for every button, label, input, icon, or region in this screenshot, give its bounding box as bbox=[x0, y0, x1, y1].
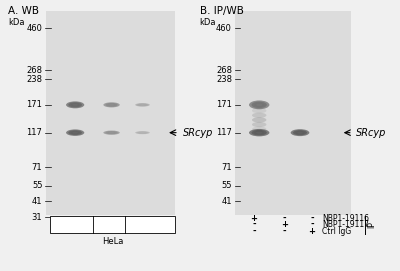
Text: -: - bbox=[252, 227, 256, 236]
Text: IP: IP bbox=[367, 221, 376, 228]
Ellipse shape bbox=[137, 131, 148, 134]
Text: HeLa: HeLa bbox=[102, 237, 123, 246]
Text: SRcyp: SRcyp bbox=[356, 128, 386, 138]
Ellipse shape bbox=[140, 104, 145, 105]
Text: 171: 171 bbox=[216, 100, 232, 109]
Text: +: + bbox=[281, 220, 288, 229]
Text: 55: 55 bbox=[32, 182, 42, 191]
Ellipse shape bbox=[135, 103, 150, 107]
Text: A. WB: A. WB bbox=[8, 7, 39, 16]
Ellipse shape bbox=[252, 113, 266, 118]
Text: NBP1-19117: NBP1-19117 bbox=[322, 220, 369, 229]
Ellipse shape bbox=[103, 131, 120, 135]
Ellipse shape bbox=[66, 130, 84, 136]
Ellipse shape bbox=[139, 132, 146, 133]
Ellipse shape bbox=[68, 102, 82, 108]
Text: 171: 171 bbox=[26, 100, 42, 109]
Ellipse shape bbox=[252, 108, 266, 113]
Ellipse shape bbox=[293, 130, 307, 135]
Text: 238: 238 bbox=[216, 75, 232, 84]
Text: +: + bbox=[250, 214, 258, 223]
Text: -: - bbox=[310, 214, 314, 223]
Ellipse shape bbox=[249, 101, 270, 109]
Ellipse shape bbox=[72, 104, 78, 106]
Text: -: - bbox=[283, 227, 286, 236]
Ellipse shape bbox=[252, 127, 266, 132]
Ellipse shape bbox=[295, 131, 305, 134]
Ellipse shape bbox=[252, 117, 266, 122]
Text: kDa: kDa bbox=[8, 18, 24, 27]
Ellipse shape bbox=[252, 130, 267, 136]
Ellipse shape bbox=[106, 103, 118, 107]
Ellipse shape bbox=[249, 129, 270, 136]
Text: kDa: kDa bbox=[200, 18, 216, 27]
Ellipse shape bbox=[109, 104, 114, 106]
Ellipse shape bbox=[135, 131, 150, 134]
Text: NBP1-19116: NBP1-19116 bbox=[322, 214, 369, 223]
Ellipse shape bbox=[291, 129, 309, 136]
Bar bbox=[50, 216, 175, 233]
Ellipse shape bbox=[106, 131, 118, 134]
Ellipse shape bbox=[252, 122, 266, 127]
Ellipse shape bbox=[72, 132, 78, 134]
Text: -: - bbox=[283, 214, 286, 223]
Text: +: + bbox=[308, 227, 315, 236]
Text: 460: 460 bbox=[26, 24, 42, 33]
Text: 31: 31 bbox=[32, 213, 42, 222]
Ellipse shape bbox=[109, 132, 114, 133]
Text: 41: 41 bbox=[32, 196, 42, 205]
Ellipse shape bbox=[103, 102, 120, 107]
Text: 268: 268 bbox=[216, 66, 232, 75]
Ellipse shape bbox=[108, 132, 116, 134]
Bar bbox=[46, 11, 175, 215]
Ellipse shape bbox=[256, 131, 262, 134]
Text: 15: 15 bbox=[106, 220, 117, 229]
Text: Ctrl IgG: Ctrl IgG bbox=[322, 227, 351, 236]
Text: 55: 55 bbox=[222, 182, 232, 191]
Text: -: - bbox=[310, 220, 314, 229]
Ellipse shape bbox=[66, 101, 84, 108]
Ellipse shape bbox=[297, 132, 303, 134]
Text: 238: 238 bbox=[26, 75, 42, 84]
Ellipse shape bbox=[108, 104, 116, 106]
Ellipse shape bbox=[137, 104, 148, 106]
Ellipse shape bbox=[71, 131, 80, 134]
Text: 71: 71 bbox=[32, 163, 42, 172]
Ellipse shape bbox=[71, 103, 80, 107]
Text: B. IP/WB: B. IP/WB bbox=[200, 7, 244, 16]
Ellipse shape bbox=[140, 132, 145, 133]
Text: 268: 268 bbox=[26, 66, 42, 75]
Ellipse shape bbox=[252, 102, 267, 108]
Text: 71: 71 bbox=[221, 163, 232, 172]
Text: 50: 50 bbox=[70, 220, 80, 229]
Text: 41: 41 bbox=[222, 196, 232, 205]
Text: 117: 117 bbox=[26, 128, 42, 137]
Text: -: - bbox=[252, 220, 256, 229]
Ellipse shape bbox=[256, 104, 262, 106]
Ellipse shape bbox=[254, 131, 264, 134]
Text: 117: 117 bbox=[216, 128, 232, 137]
Ellipse shape bbox=[68, 130, 82, 135]
Ellipse shape bbox=[139, 104, 146, 106]
Text: 460: 460 bbox=[216, 24, 232, 33]
Text: SRcyp: SRcyp bbox=[182, 128, 213, 138]
Text: 5: 5 bbox=[140, 220, 145, 229]
Bar bbox=[235, 11, 351, 215]
Ellipse shape bbox=[254, 103, 264, 107]
